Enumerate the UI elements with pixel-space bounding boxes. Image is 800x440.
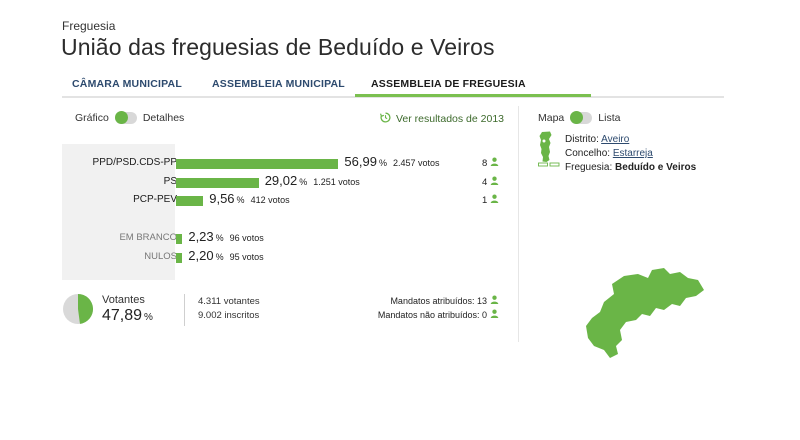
party-labels-panel bbox=[62, 144, 175, 280]
turnout-percent-value: 47,89 bbox=[102, 307, 143, 324]
district-label: Distrito: bbox=[565, 134, 599, 145]
parish-name: Beduído e Veiros bbox=[615, 162, 697, 173]
party-name: PPD/PSD.CDS-PP bbox=[92, 157, 177, 168]
result-seats-count: 1 bbox=[482, 194, 488, 206]
result-bar bbox=[176, 178, 259, 188]
switch-knob bbox=[570, 111, 584, 124]
result-percent: 29,02% 1.251 votos bbox=[265, 173, 360, 188]
active-tab-indicator bbox=[355, 94, 591, 97]
party-result-row: PS 29,02% 1.251 votos 4 bbox=[62, 173, 512, 192]
result-percent-value: 56,99 bbox=[344, 154, 377, 169]
other-label: EM BRANCO bbox=[119, 232, 177, 243]
parish-shape bbox=[586, 268, 704, 358]
party-name: PCP-PEV bbox=[133, 194, 177, 205]
parish-map bbox=[586, 268, 704, 358]
view-toggle: Gráfico Detalhes bbox=[75, 111, 185, 124]
side-divider bbox=[518, 106, 519, 342]
result-percent-sign: % bbox=[215, 233, 224, 243]
islands-box-azores bbox=[549, 162, 560, 167]
switch-knob bbox=[114, 111, 128, 124]
mandates-assigned: Mandatos atribuídos: 13 bbox=[300, 295, 499, 306]
view-toggle-switch[interactable] bbox=[114, 111, 137, 124]
other-label: NULOS bbox=[144, 251, 177, 262]
history-icon bbox=[379, 112, 396, 126]
result-percent-sign: % bbox=[236, 195, 245, 205]
result-percent-sign: % bbox=[378, 158, 387, 168]
result-seats-count: 8 bbox=[482, 157, 488, 169]
map-toggle-list-label: Lista bbox=[598, 112, 621, 124]
result-bar bbox=[176, 234, 183, 244]
tab-assembleia-municipal[interactable]: ASSEMBLEIA MUNICIPAL bbox=[212, 78, 345, 90]
county-label: Concelho: bbox=[565, 148, 611, 159]
result-bar bbox=[176, 159, 339, 169]
mandates-unassigned-text: Mandatos não atribuídos: 0 bbox=[377, 309, 487, 320]
result-percent-value: 29,02 bbox=[264, 173, 298, 188]
page-eyebrow: Freguesia bbox=[62, 19, 116, 33]
portugal-locator-icon bbox=[538, 131, 560, 167]
result-votes: 1.251 votos bbox=[313, 177, 360, 187]
location-parish: Freguesia: Beduído e Veiros bbox=[565, 162, 696, 173]
map-toggle-switch[interactable] bbox=[570, 111, 593, 124]
view-toggle-details-label: Detalhes bbox=[142, 112, 185, 124]
result-votes: 412 votos bbox=[250, 195, 290, 205]
other-result-row: NULOS 2,20% 95 votos bbox=[62, 248, 512, 267]
result-bar bbox=[176, 253, 183, 263]
result-percent: 56,99% 2.457 votos bbox=[344, 154, 439, 169]
result-percent: 2,20% 95 votos bbox=[188, 248, 263, 263]
district-link[interactable]: Aveiro bbox=[601, 134, 630, 145]
voters-count: 4.311 votantes bbox=[198, 296, 260, 307]
result-votes: 96 votos bbox=[229, 233, 264, 243]
result-votes: 95 votos bbox=[229, 252, 264, 262]
map-toggle-map-label: Mapa bbox=[538, 112, 565, 124]
turnout-donut-slice bbox=[78, 294, 93, 324]
person-icon bbox=[490, 157, 499, 169]
mandates-assigned-text: Mandatos atribuídos: 13 bbox=[390, 295, 487, 306]
result-percent: 2,23% 96 votos bbox=[188, 229, 263, 244]
result-votes: 2.457 votos bbox=[392, 158, 440, 168]
location-district: Distrito: Aveiro bbox=[565, 134, 629, 145]
mandates-unassigned: Mandatos não atribuídos: 0 bbox=[300, 309, 499, 320]
party-name: PS bbox=[163, 176, 177, 187]
result-percent-value: 2,20 bbox=[188, 248, 214, 263]
tab-camara-municipal[interactable]: CÂMARA MUNICIPAL bbox=[72, 78, 182, 90]
parish-label: Freguesia: bbox=[565, 162, 613, 173]
result-percent: 9,56% 412 votos bbox=[209, 191, 289, 206]
result-percent-value: 9,56 bbox=[209, 191, 235, 206]
location-marker bbox=[542, 139, 546, 143]
islands-box-madeira bbox=[538, 162, 548, 167]
party-result-row: PPD/PSD.CDS-PP 56,99% 2.457 votos 8 bbox=[62, 154, 512, 173]
result-seats: 1 bbox=[482, 194, 499, 206]
turnout-label: Votantes bbox=[102, 294, 145, 306]
result-percent-sign: % bbox=[215, 252, 224, 262]
view-toggle-chart-label: Gráfico bbox=[75, 112, 109, 124]
tab-assembleia-freguesia[interactable]: ASSEMBLEIA DE FREGUESIA bbox=[371, 78, 526, 90]
person-icon bbox=[490, 309, 499, 320]
turnout-percent: 47,89% bbox=[102, 307, 153, 325]
location-county: Concelho: Estarreja bbox=[565, 148, 653, 159]
person-icon bbox=[490, 194, 499, 206]
registered-count: 9.002 inscritos bbox=[198, 310, 260, 321]
portugal-mainland-shape bbox=[539, 131, 552, 162]
map-toggle: Mapa Lista bbox=[538, 111, 621, 124]
turnout-divider bbox=[184, 294, 185, 326]
person-icon bbox=[490, 295, 499, 306]
page-title: União das freguesias de Beduído e Veiros bbox=[61, 34, 495, 60]
person-icon bbox=[490, 176, 499, 188]
other-result-row: EM BRANCO 2,23% 96 votos bbox=[62, 229, 512, 248]
county-link[interactable]: Estarreja bbox=[612, 148, 653, 159]
turnout-donut bbox=[63, 294, 93, 324]
history-link[interactable]: Ver resultados de 2013 bbox=[379, 112, 504, 126]
party-result-row: PCP-PEV 9,56% 412 votos 1 bbox=[62, 191, 512, 210]
result-bar bbox=[176, 196, 204, 206]
result-percent-value: 2,23 bbox=[188, 229, 214, 244]
result-percent-sign: % bbox=[299, 177, 308, 187]
election-tabs: CÂMARA MUNICIPAL ASSEMBLEIA MUNICIPAL AS… bbox=[62, 74, 724, 98]
turnout-percent-sign: % bbox=[144, 312, 153, 323]
result-seats: 8 bbox=[482, 157, 499, 169]
result-seats: 4 bbox=[482, 176, 499, 188]
result-seats-count: 4 bbox=[482, 176, 488, 188]
history-link-label: Ver resultados de 2013 bbox=[396, 113, 504, 125]
